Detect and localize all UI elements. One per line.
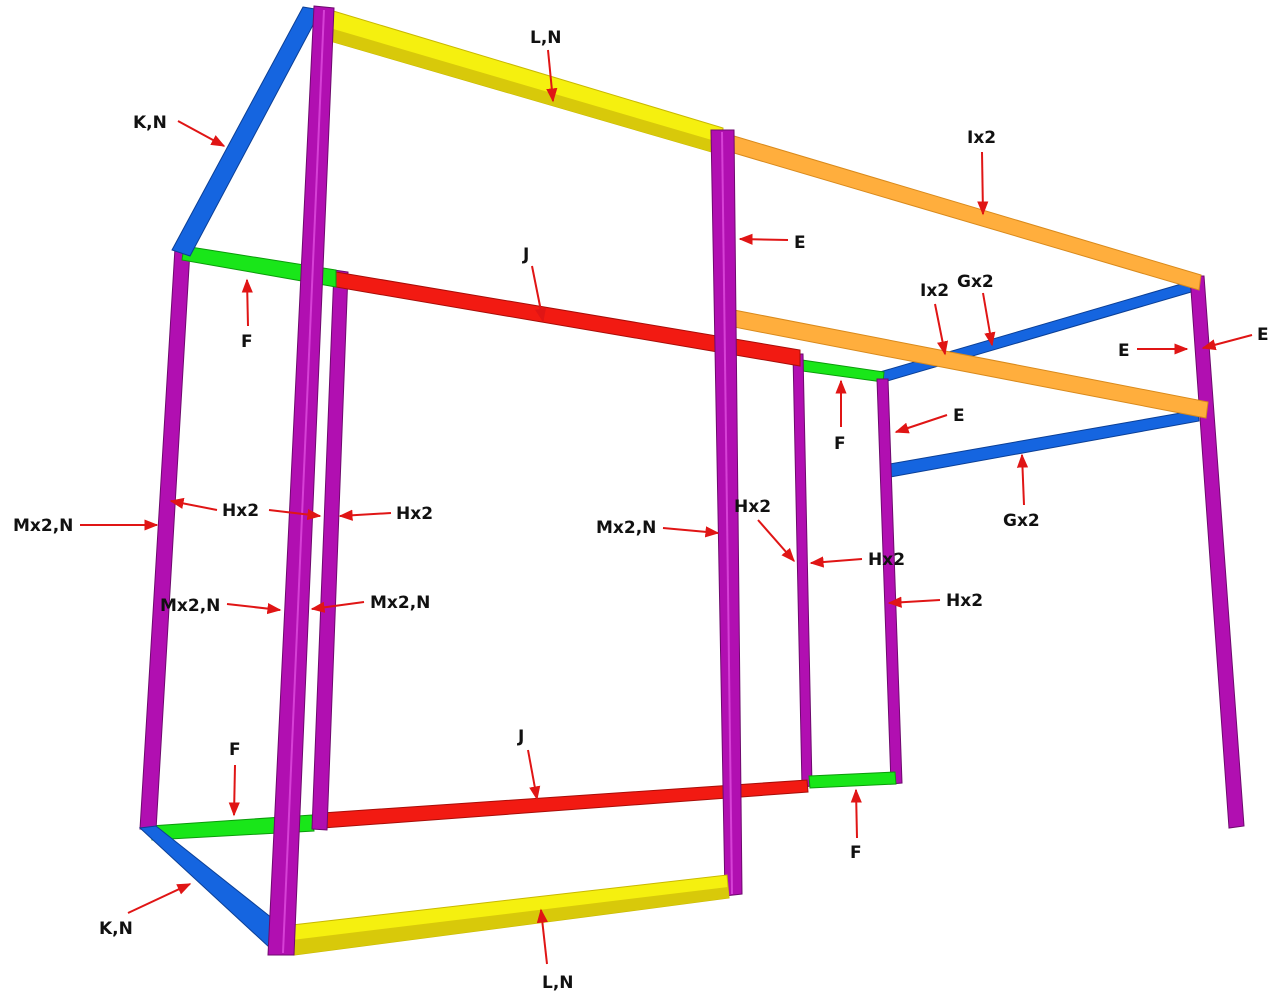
arrow-mx2n-center bbox=[662, 526, 720, 538]
label-mx2n-lower-left: Mx2,N bbox=[160, 596, 220, 616]
arrow-gx2-top bbox=[982, 292, 996, 347]
arrow-f-bottom-left bbox=[228, 764, 240, 817]
label-mx2n-lower-right: Mx2,N bbox=[370, 593, 430, 613]
label-gx2-mid: Gx2 bbox=[1003, 511, 1040, 531]
arrow-e-mid-right bbox=[894, 414, 948, 434]
arrow-hx2-right bbox=[887, 596, 941, 608]
label-ix2-mid: Ix2 bbox=[920, 281, 949, 301]
post-mx2n-front bbox=[267, 5, 335, 956]
label-j-top: J bbox=[522, 245, 529, 265]
arrow-j-bottom bbox=[527, 749, 541, 801]
arrow-mx2n-lower-left bbox=[226, 603, 282, 615]
arrow-e-right-outer bbox=[1201, 334, 1253, 351]
label-gx2-top: Gx2 bbox=[957, 272, 994, 292]
arrow-hx2-center bbox=[757, 519, 795, 563]
f-top-right-beam bbox=[801, 359, 885, 383]
arrow-ix2-top bbox=[977, 151, 989, 216]
label-e-right-outer: E bbox=[1257, 325, 1269, 345]
f-bottom-right-beam bbox=[808, 771, 897, 789]
label-e-center: E bbox=[794, 233, 806, 253]
kn-bottom-beam bbox=[138, 825, 283, 949]
post-mx2n-left bbox=[139, 247, 191, 831]
arrow-hx2-left-a bbox=[169, 497, 218, 511]
label-e-right-inner: E bbox=[1118, 341, 1130, 361]
label-f-bottom-right: F bbox=[850, 843, 862, 863]
post-e-right bbox=[1189, 275, 1245, 829]
arrow-ln-bottom bbox=[536, 908, 548, 965]
arrow-ix2-mid bbox=[934, 303, 949, 356]
arrow-f-bottom-right bbox=[850, 788, 862, 839]
label-kn-top: K,N bbox=[133, 113, 167, 133]
arrow-gx2-mid bbox=[1016, 453, 1029, 506]
arrow-f-top-left bbox=[241, 278, 253, 327]
label-hx2-right: Hx2 bbox=[946, 591, 983, 611]
label-f-top-left: F bbox=[241, 332, 253, 352]
post-hx2-right bbox=[876, 378, 903, 785]
arrow-mx2n-lower-right bbox=[310, 601, 365, 613]
front-members bbox=[138, 5, 743, 956]
ix2-top-beam bbox=[733, 135, 1202, 291]
far-members bbox=[139, 135, 1245, 841]
label-mx2n-center: Mx2,N bbox=[596, 518, 656, 538]
arrow-kn-top bbox=[177, 120, 226, 147]
label-hx2-center: Hx2 bbox=[734, 497, 771, 517]
label-ln-bottom: L,N bbox=[542, 973, 574, 993]
arrow-hx2-left2 bbox=[338, 509, 392, 521]
label-f-top-right: F bbox=[834, 434, 846, 454]
label-hx2-center2: Hx2 bbox=[868, 550, 905, 570]
arrow-kn-bottom bbox=[127, 883, 192, 914]
arrow-e-center bbox=[738, 233, 789, 245]
arrow-j-top bbox=[531, 265, 547, 323]
ln-top-beam-shade bbox=[330, 28, 722, 155]
label-kn-bottom: K,N bbox=[99, 919, 133, 939]
label-mx2n-left: Mx2,N bbox=[13, 516, 73, 536]
label-ix2-top: Ix2 bbox=[967, 128, 996, 148]
label-hx2-left: Hx2 bbox=[222, 501, 259, 521]
arrow-hx2-center2 bbox=[809, 556, 863, 568]
label-j-bottom: J bbox=[517, 727, 524, 747]
label-ln-top: L,N bbox=[530, 28, 562, 48]
kn-top-beam bbox=[171, 6, 322, 257]
arrow-ln-top bbox=[546, 49, 558, 103]
arrow-hx2-left-b bbox=[268, 508, 322, 521]
label-f-bottom-left: F bbox=[229, 740, 241, 760]
f-top-left-beam bbox=[181, 245, 337, 288]
post-hx2-center bbox=[792, 353, 813, 788]
label-hx2-left2: Hx2 bbox=[396, 504, 433, 524]
post-hx2-left bbox=[311, 269, 349, 831]
ln-bottom-beam-shade bbox=[292, 887, 729, 955]
label-e-mid-right: E bbox=[953, 406, 965, 426]
annotations: L,N K,N Ix2 E J F Ix2 Gx2 E E F E Gx2 Mx… bbox=[13, 28, 1269, 993]
